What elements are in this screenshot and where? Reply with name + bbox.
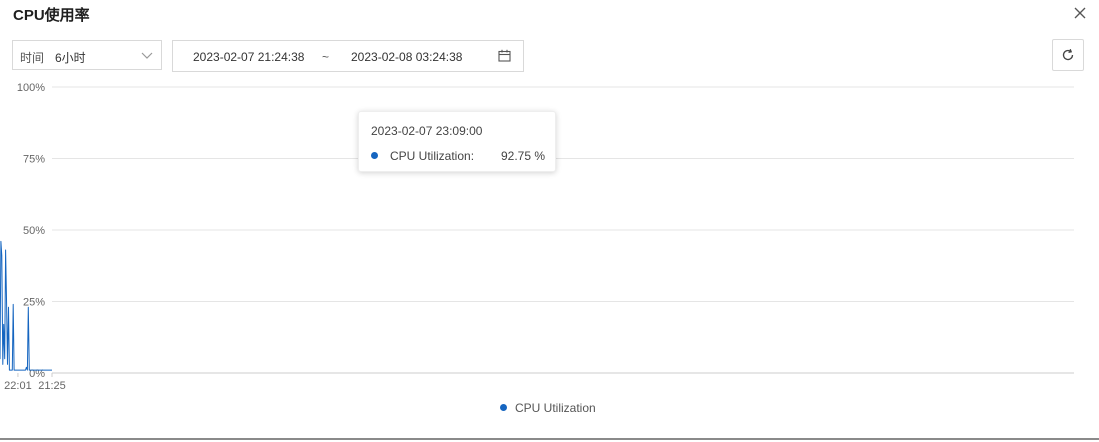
close-icon[interactable] bbox=[1070, 3, 1090, 23]
time-range-value: 6小时 bbox=[55, 51, 86, 65]
refresh-icon bbox=[1062, 48, 1074, 61]
x-tick-label: 22:01 bbox=[4, 380, 32, 392]
series-line-cpu-utilization bbox=[0, 240, 52, 371]
tooltip-series-name: CPU Utilization: bbox=[390, 149, 475, 163]
chart-legend[interactable]: CPU Utilization bbox=[500, 401, 596, 415]
chevron-down-icon bbox=[141, 52, 153, 59]
calendar-icon bbox=[498, 49, 511, 62]
cpu-utilization-chart[interactable]: 0%25%50%75%100%21:2522:0122:3723:1323:49… bbox=[0, 0, 1099, 430]
y-tick-label: 100% bbox=[17, 82, 45, 94]
chart-tooltip: 2023-02-07 23:09:00 CPU Utilization: 92.… bbox=[358, 111, 556, 172]
date-start[interactable]: 2023-02-07 21:24:38 bbox=[193, 50, 305, 64]
refresh-button[interactable] bbox=[1052, 39, 1084, 71]
time-range-label: 时间 bbox=[20, 51, 45, 65]
legend-label: CPU Utilization bbox=[515, 401, 596, 415]
y-tick-label: 25% bbox=[23, 297, 45, 309]
date-separator: ~ bbox=[322, 50, 330, 64]
y-tick-label: 50% bbox=[23, 225, 45, 237]
tooltip-series-marker bbox=[371, 152, 378, 159]
time-range-select[interactable]: 时间 6小时 bbox=[12, 40, 162, 70]
y-tick-label: 75% bbox=[23, 154, 45, 166]
tooltip-time: 2023-02-07 23:09:00 bbox=[371, 124, 483, 138]
tooltip-value: 92.75 % bbox=[501, 149, 546, 163]
date-range-picker[interactable]: 2023-02-07 21:24:38 ~ 2023-02-08 03:24:3… bbox=[172, 40, 524, 72]
panel-divider bbox=[0, 438, 1099, 440]
x-tick-label: 21:25 bbox=[38, 380, 66, 392]
date-end[interactable]: 2023-02-08 03:24:38 bbox=[351, 50, 463, 64]
y-tick-label: 0% bbox=[29, 368, 45, 380]
page-title: CPU使用率 bbox=[13, 7, 90, 24]
legend-marker bbox=[500, 404, 507, 411]
